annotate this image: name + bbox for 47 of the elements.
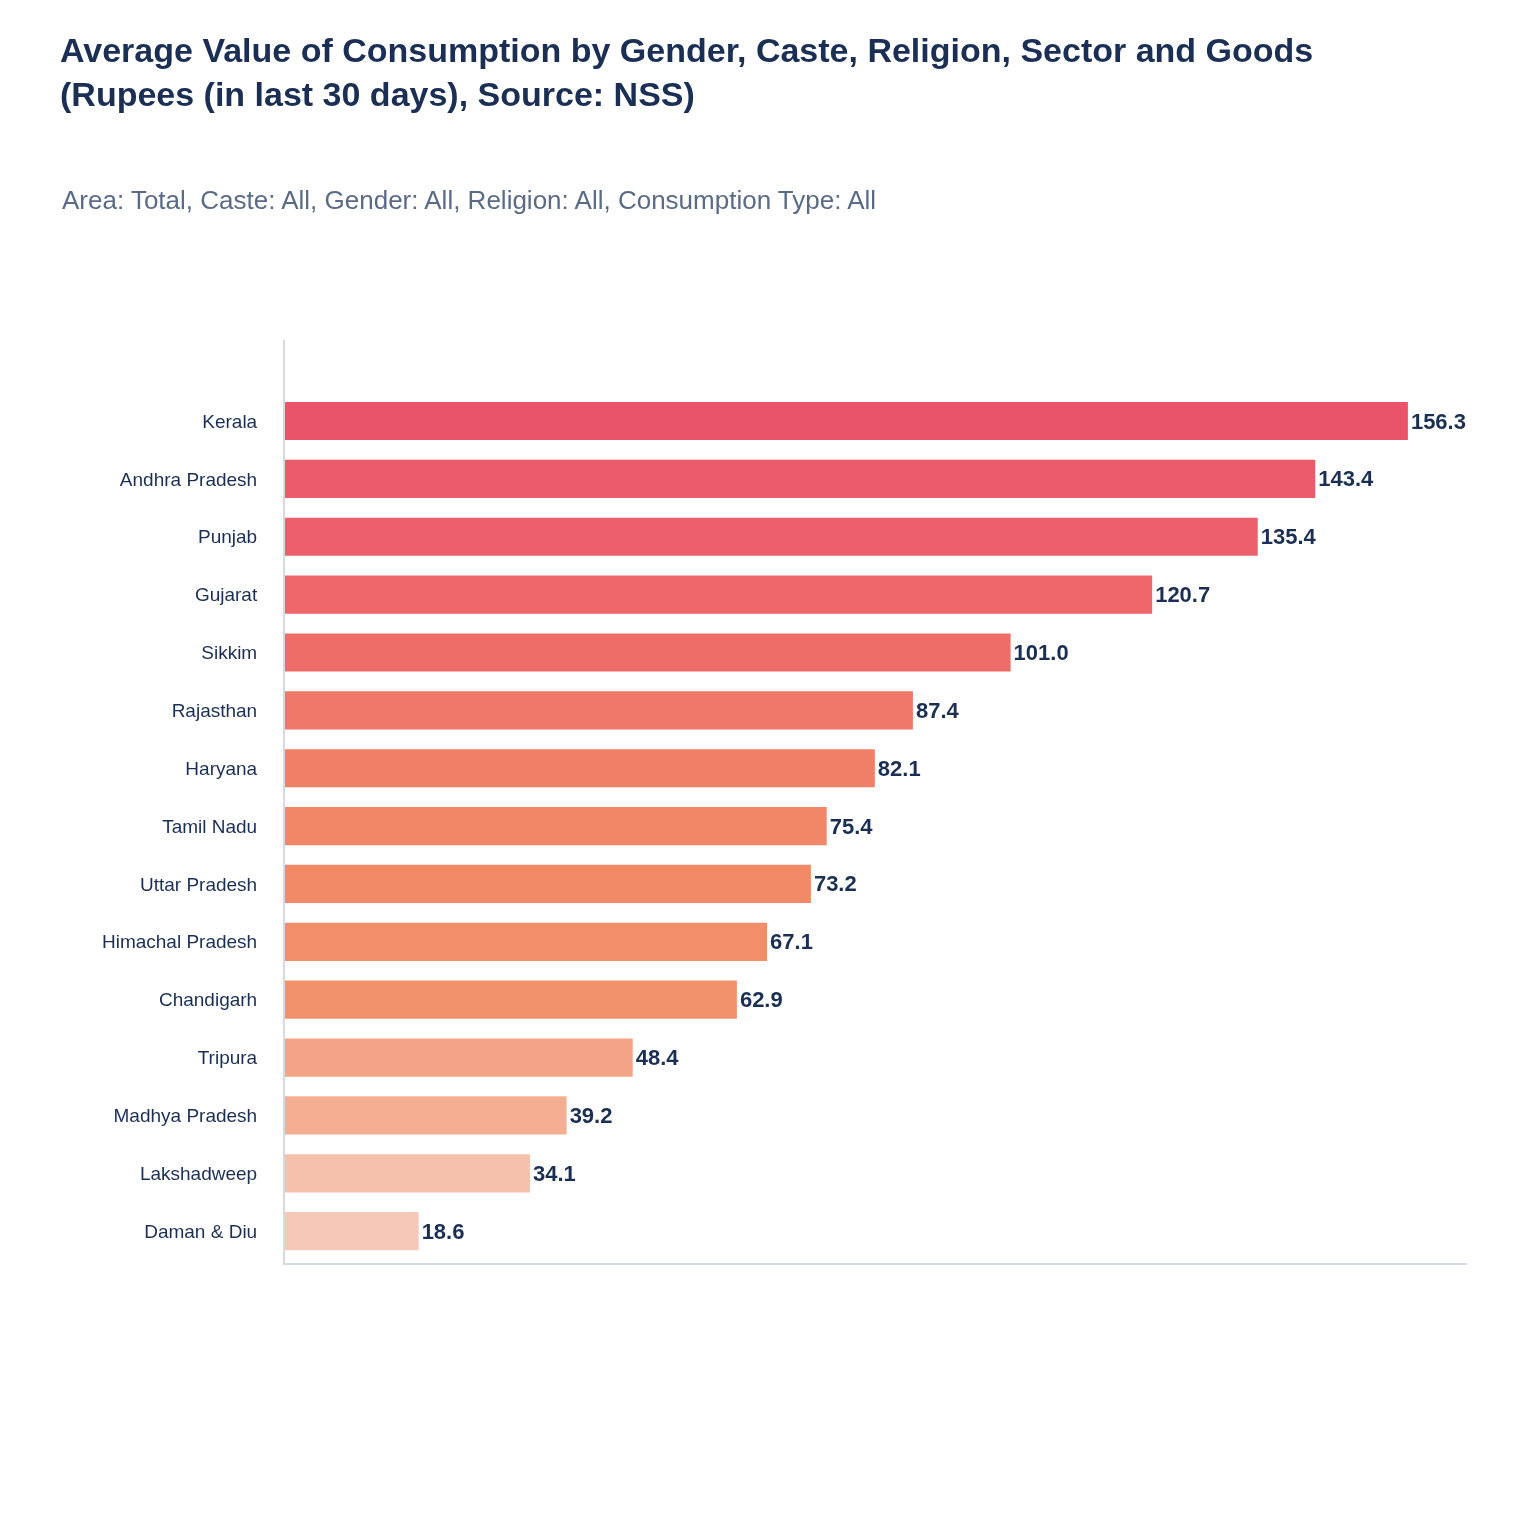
y-tick-label: Tamil Nadu [162,815,258,837]
y-tick-label: Lakshadweep [139,1162,258,1184]
y-tick-label: Sikkim [201,642,258,664]
bar [285,864,811,904]
bar [285,401,1408,441]
bar [285,517,1258,556]
data-label: 135.4 [1260,524,1317,550]
data-label: 156.3 [1410,408,1466,434]
y-tick-label: Daman & Diu [144,1220,258,1242]
data-label: 67.1 [770,929,813,955]
bar [285,1212,419,1251]
bar [285,575,1153,614]
y-tick-label: Himachal Pradesh [101,931,258,953]
data-label: 143.4 [1318,466,1375,492]
y-tick-label: Chandigarh [158,989,258,1011]
y-tick-label: Kerala [202,410,258,432]
data-label: 18.6 [421,1218,465,1244]
data-label: 62.9 [739,987,783,1013]
bar [285,749,875,788]
bar [285,459,1316,498]
y-tick-label: Andhra Pradesh [119,468,258,490]
y-tick-label: Rajasthan [171,700,258,722]
bar [285,1038,633,1077]
data-label: 34.1 [532,1160,576,1186]
data-label: 120.7 [1155,582,1211,608]
y-tick-label: Haryana [185,757,258,779]
y-tick-label: Gujarat [194,584,258,606]
data-label: 39.2 [569,1102,613,1128]
bar [285,807,827,846]
chart-title: Average Value of Consumption by Gender, Caste, Religion, Sector and Goods (Rupees (in last 30 days), Source: NSS) [60,31,1314,114]
data-label: 87.4 [915,697,960,723]
bar [285,1096,567,1135]
bar [285,922,768,961]
data-label: 101.0 [1013,639,1069,665]
y-tick-label: Uttar Pradesh [139,873,258,895]
bar [285,633,1011,672]
y-tick-label: Tripura [197,1047,258,1069]
y-tick-label: Madhya Pradesh [113,1105,258,1127]
data-label: 82.1 [877,755,921,781]
data-label: 75.4 [829,813,874,839]
data-label: 48.4 [635,1045,680,1071]
bar [285,691,913,730]
chart-subtitle: Area: Total, Caste: All, Gender: All, Religion: All, Consumption Type: All [62,185,877,215]
bar [285,1154,530,1193]
bar [285,980,737,1019]
y-tick-label: Punjab [198,526,258,548]
data-label: 73.2 [813,871,857,897]
